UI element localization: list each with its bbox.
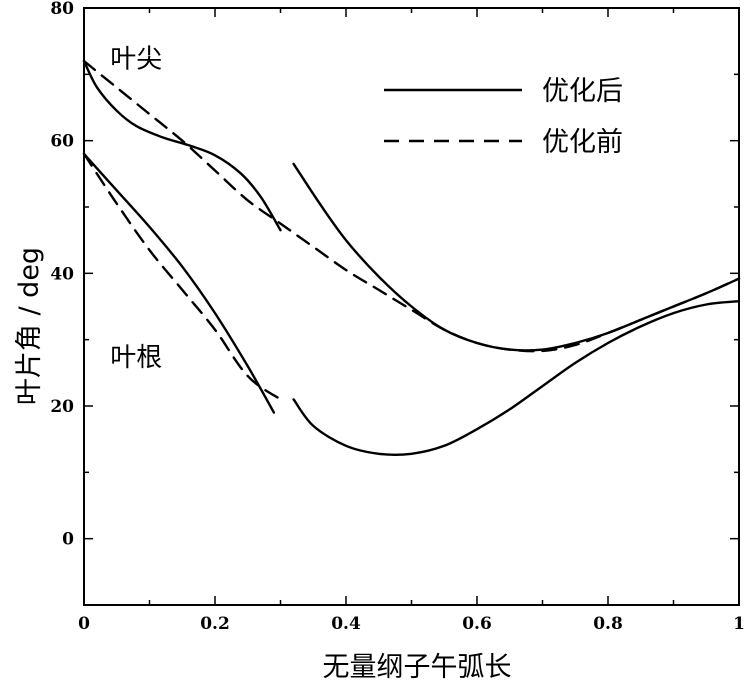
y-tick-label: 80 <box>50 0 74 19</box>
series-line-2-dashed <box>82 59 741 353</box>
x-tick-label: 0.8 <box>593 614 623 634</box>
legend-label-original: 优化前 <box>542 127 623 158</box>
x-tick-label: 0.6 <box>462 614 492 634</box>
tick-marks <box>83 7 740 606</box>
y-tick-label: 40 <box>50 264 74 284</box>
x-axis-title: 无量纲子午弧长 <box>323 652 512 683</box>
x-tick-label: 0 <box>78 614 90 634</box>
curves <box>82 59 741 456</box>
series-line-1-solid <box>292 162 741 352</box>
legend: 优化后 优化前 <box>384 76 623 158</box>
series-line-0-solid <box>82 59 282 232</box>
legend-label-optimized: 优化后 <box>542 76 623 107</box>
annotation-tip: 叶尖 <box>110 45 162 75</box>
series-line-4-solid <box>292 300 741 456</box>
y-axis-title: 叶片角 / deg <box>14 247 45 405</box>
tick-labels: 0 0.2 0.4 0.6 0.8 1 0 20 40 60 80 <box>50 0 745 634</box>
y-tick-label: 60 <box>50 132 74 152</box>
annotation-root: 叶根 <box>110 343 162 373</box>
x-tick-label: 0.2 <box>200 614 230 634</box>
y-tick-label: 0 <box>62 530 74 550</box>
x-tick-label: 1 <box>733 614 745 634</box>
series-line-5-dashed <box>82 152 282 401</box>
y-tick-label: 20 <box>50 397 74 417</box>
series-line-3-solid <box>82 152 276 414</box>
x-tick-label: 0.4 <box>331 614 361 634</box>
